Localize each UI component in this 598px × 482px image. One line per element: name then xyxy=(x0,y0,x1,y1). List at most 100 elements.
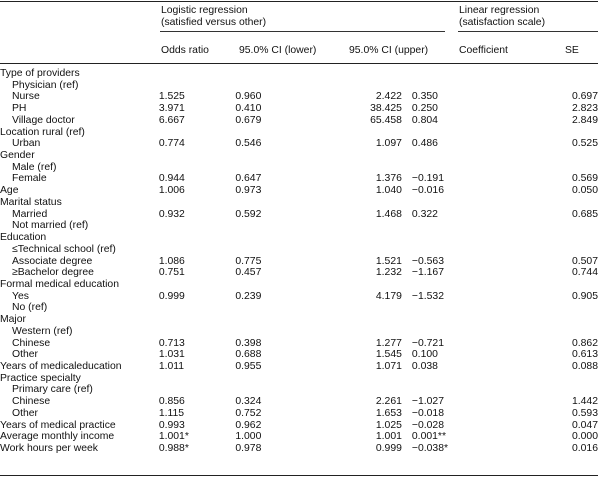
row-label: Male (ref) xyxy=(12,161,57,173)
table-row: Female 0.944 0.647 1.376 −0.191 0.569 xyxy=(0,173,598,185)
se-cell: 1.442 xyxy=(571,396,598,408)
table-row: Urban 0.774 0.546 1.097 0.486 0.525 xyxy=(0,138,598,150)
odds-ratio-cell: 3.971 xyxy=(158,103,185,115)
odds-ratio-cell xyxy=(159,80,236,92)
se-cell xyxy=(520,162,598,174)
ci-lower-cell: 0.239 xyxy=(235,290,262,302)
coefficient-cell: −0.016 xyxy=(411,185,444,197)
table-row: Education xyxy=(0,232,598,244)
coefficient-cell xyxy=(402,220,520,232)
odds-ratio-cell: 0.999 xyxy=(158,290,185,302)
se-cell xyxy=(520,373,598,385)
ci-lower-cell xyxy=(235,373,309,385)
ci-lower-cell xyxy=(235,232,309,244)
row-label: Western (ref) xyxy=(12,325,73,337)
ci-lower-cell xyxy=(235,197,309,209)
row-label: Years of medical practice xyxy=(0,419,116,431)
coefficient-cell: −1.027 xyxy=(411,396,444,408)
row-label: Location rural (ref) xyxy=(0,126,85,138)
odds-ratio-cell: 1.031 xyxy=(158,349,185,361)
se-cell: 0.507 xyxy=(571,255,598,267)
odds-ratio-cell xyxy=(159,326,236,338)
ci-lower-cell xyxy=(235,220,309,232)
row-label: Average monthly income xyxy=(0,431,115,443)
table-row: ≥Bachelor degree 0.751 0.457 1.232 −1.167 0.7… xyxy=(0,267,598,279)
row-label: Years of medicaleducation xyxy=(0,360,122,372)
coefficient-cell: −0.018 xyxy=(411,407,444,419)
table-row: Other 1.031 0.688 1.545 0.100 0.613 xyxy=(0,349,598,361)
ci-upper-cell xyxy=(310,162,402,174)
coefficient-cell: 0.250 xyxy=(411,103,438,115)
table-row: Associate degree 1.086 0.775 1.521 −0.563 0.5… xyxy=(0,256,598,268)
ci-upper-cell xyxy=(310,150,402,162)
ci-lower-cell xyxy=(235,244,309,256)
row-label: Primary care (ref) xyxy=(12,384,93,396)
se-cell: 0.905 xyxy=(571,290,598,302)
logistic-title-line1: Logistic regression xyxy=(161,5,248,16)
ci-upper-cell xyxy=(310,232,402,244)
ci-lower-cell: 0.962 xyxy=(235,419,262,431)
coefficient-cell xyxy=(402,314,520,326)
se-cell: 0.685 xyxy=(571,208,598,220)
ci-lower-cell: 0.592 xyxy=(235,208,262,220)
ci-upper-cell: 1.653 xyxy=(375,407,402,419)
ci-upper-cell: 1.097 xyxy=(375,138,402,150)
odds-ratio-cell: 1.115 xyxy=(158,407,185,419)
se-cell xyxy=(520,150,598,162)
table-row: No (ref) xyxy=(0,302,598,314)
coefficient-cell: 0.322 xyxy=(411,208,438,220)
row-label: Education xyxy=(0,232,47,244)
ci-lower-cell xyxy=(235,314,309,326)
odds-ratio-cell: 0.713 xyxy=(158,337,185,349)
odds-ratio-cell: 0.856 xyxy=(158,396,185,408)
coefficient-cell: −0.721 xyxy=(411,337,444,349)
se-cell: 0.050 xyxy=(571,185,598,197)
se-cell xyxy=(520,127,598,139)
coefficient-cell xyxy=(402,68,520,80)
row-label: Nurse xyxy=(12,91,40,103)
se-cell: 2.849 xyxy=(571,114,598,126)
row-label: Female xyxy=(12,173,47,185)
ci-lower-cell xyxy=(235,326,309,338)
ci-lower-cell: 0.775 xyxy=(235,255,262,267)
ci-lower-cell xyxy=(235,302,309,314)
odds-ratio-cell xyxy=(159,150,236,162)
ci-upper-cell: 1.071 xyxy=(375,360,402,372)
se-cell: 0.862 xyxy=(571,337,598,349)
row-label: Chinese xyxy=(12,396,51,408)
ci-lower-cell: 0.955 xyxy=(235,360,262,372)
coefficient-cell: −0.191 xyxy=(411,173,444,185)
table-row: Years of medical practice 0.993 0.962 1.025… xyxy=(0,420,598,432)
ci-upper-cell: 0.999 xyxy=(375,443,402,454)
ci-lower-cell: 0.324 xyxy=(235,396,262,408)
bottom-rule xyxy=(0,475,598,476)
se-cell: 0.016 xyxy=(571,443,598,454)
coefficient-cell xyxy=(402,302,520,314)
odds-ratio-cell xyxy=(159,279,236,291)
coefficient-cell: 0.038 xyxy=(411,360,438,372)
ci-upper-cell xyxy=(310,279,402,291)
table-row: Village doctor 6.667 0.679 65.458 0.804 2.849 xyxy=(0,115,598,127)
odds-ratio-cell xyxy=(159,162,236,174)
logistic-title-line2: (satisfied versus other) xyxy=(161,17,267,28)
table-row: Western (ref) xyxy=(0,326,598,338)
coefficient-cell xyxy=(402,384,520,396)
table-row: PH 3.971 0.410 38.425 0.250 2.823 xyxy=(0,103,598,115)
se-cell xyxy=(520,302,598,314)
odds-ratio-cell: 0.988* xyxy=(158,443,189,454)
odds-ratio-cell xyxy=(159,127,236,139)
ci-lower-cell: 0.647 xyxy=(235,173,262,185)
row-label: No (ref) xyxy=(12,302,48,314)
col-coefficient: Coefficient xyxy=(459,45,508,56)
ci-lower-cell: 0.410 xyxy=(235,103,262,115)
ci-upper-cell xyxy=(310,68,402,80)
coefficient-cell: −1.532 xyxy=(411,290,444,302)
table-row: Gender xyxy=(0,150,598,162)
row-label: Associate degree xyxy=(12,255,93,267)
table-row: Nurse 1.525 0.960 2.422 0.350 0.697 xyxy=(0,91,598,103)
odds-ratio-cell xyxy=(159,232,236,244)
se-cell: 0.613 xyxy=(571,349,598,361)
odds-ratio-cell: 0.774 xyxy=(158,138,185,150)
ci-upper-cell xyxy=(310,127,402,139)
